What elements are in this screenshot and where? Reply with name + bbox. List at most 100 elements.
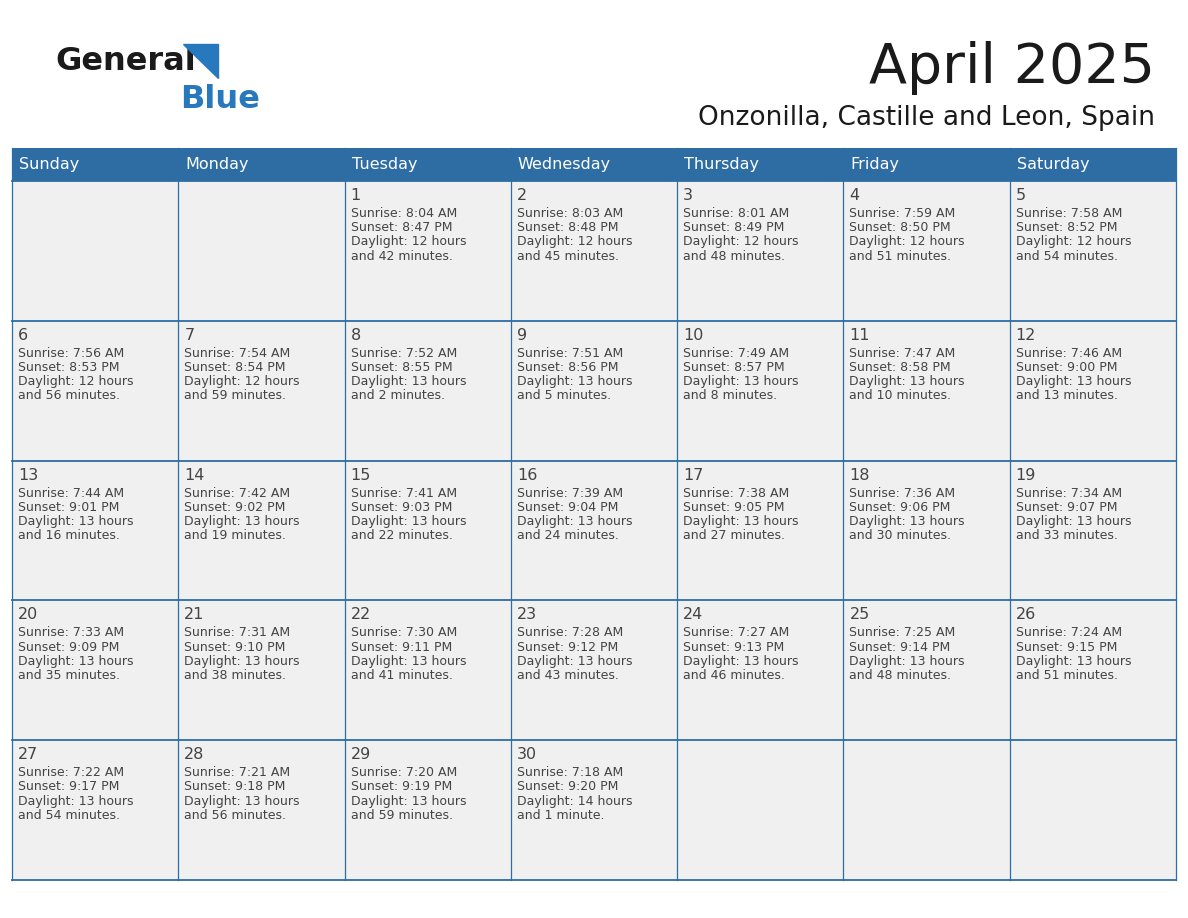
Text: Saturday: Saturday: [1017, 157, 1089, 172]
Text: and 35 minutes.: and 35 minutes.: [18, 669, 120, 682]
Text: Daylight: 13 hours: Daylight: 13 hours: [849, 375, 965, 388]
Text: Daylight: 12 hours: Daylight: 12 hours: [849, 235, 965, 249]
Text: Friday: Friday: [851, 157, 899, 172]
Text: Daylight: 13 hours: Daylight: 13 hours: [1016, 655, 1131, 667]
Text: and 59 minutes.: and 59 minutes.: [184, 389, 286, 402]
Text: Sunrise: 7:28 AM: Sunrise: 7:28 AM: [517, 626, 624, 640]
Text: April 2025: April 2025: [868, 41, 1155, 95]
Text: Daylight: 13 hours: Daylight: 13 hours: [184, 655, 299, 667]
Text: Sunrise: 7:36 AM: Sunrise: 7:36 AM: [849, 487, 955, 499]
Text: and 43 minutes.: and 43 minutes.: [517, 669, 619, 682]
Text: Sunset: 9:00 PM: Sunset: 9:00 PM: [1016, 361, 1117, 374]
Bar: [12, 600, 1176, 740]
Text: 19: 19: [1016, 467, 1036, 483]
Text: Sunset: 8:54 PM: Sunset: 8:54 PM: [184, 361, 286, 374]
Text: Sunset: 9:13 PM: Sunset: 9:13 PM: [683, 641, 784, 654]
Text: Sunset: 8:53 PM: Sunset: 8:53 PM: [18, 361, 120, 374]
Text: and 54 minutes.: and 54 minutes.: [1016, 250, 1118, 263]
Text: 7: 7: [184, 328, 195, 342]
Text: 21: 21: [184, 608, 204, 622]
Text: Sunset: 9:19 PM: Sunset: 9:19 PM: [350, 780, 451, 793]
Text: General: General: [55, 47, 196, 77]
Text: 17: 17: [683, 467, 703, 483]
Text: and 38 minutes.: and 38 minutes.: [184, 669, 286, 682]
Text: Sunset: 9:11 PM: Sunset: 9:11 PM: [350, 641, 451, 654]
Text: and 24 minutes.: and 24 minutes.: [517, 529, 619, 543]
Text: Daylight: 13 hours: Daylight: 13 hours: [18, 515, 133, 528]
Text: and 22 minutes.: and 22 minutes.: [350, 529, 453, 543]
Text: 15: 15: [350, 467, 371, 483]
Text: and 13 minutes.: and 13 minutes.: [1016, 389, 1118, 402]
Text: and 8 minutes.: and 8 minutes.: [683, 389, 777, 402]
Text: Sunrise: 7:25 AM: Sunrise: 7:25 AM: [849, 626, 955, 640]
Text: 4: 4: [849, 188, 860, 203]
Text: Sunrise: 8:03 AM: Sunrise: 8:03 AM: [517, 207, 624, 220]
Text: Sunrise: 7:21 AM: Sunrise: 7:21 AM: [184, 767, 290, 779]
Text: 16: 16: [517, 467, 537, 483]
Text: and 33 minutes.: and 33 minutes.: [1016, 529, 1118, 543]
Text: 20: 20: [18, 608, 38, 622]
Text: Thursday: Thursday: [684, 157, 759, 172]
Text: 24: 24: [683, 608, 703, 622]
Text: Sunrise: 7:46 AM: Sunrise: 7:46 AM: [1016, 347, 1121, 360]
Text: 10: 10: [683, 328, 703, 342]
Text: 13: 13: [18, 467, 38, 483]
Polygon shape: [183, 44, 219, 78]
Text: Sunset: 9:15 PM: Sunset: 9:15 PM: [1016, 641, 1117, 654]
Text: Sunset: 8:57 PM: Sunset: 8:57 PM: [683, 361, 785, 374]
Text: Daylight: 12 hours: Daylight: 12 hours: [350, 235, 466, 249]
Text: Sunset: 9:01 PM: Sunset: 9:01 PM: [18, 501, 119, 514]
Text: Sunset: 8:58 PM: Sunset: 8:58 PM: [849, 361, 952, 374]
Bar: [12, 320, 1176, 461]
Text: Sunrise: 7:18 AM: Sunrise: 7:18 AM: [517, 767, 624, 779]
Text: Sunset: 8:56 PM: Sunset: 8:56 PM: [517, 361, 619, 374]
Text: Sunrise: 7:42 AM: Sunrise: 7:42 AM: [184, 487, 290, 499]
Text: Sunset: 9:05 PM: Sunset: 9:05 PM: [683, 501, 784, 514]
Text: Sunset: 8:49 PM: Sunset: 8:49 PM: [683, 221, 784, 234]
Text: Sunset: 8:48 PM: Sunset: 8:48 PM: [517, 221, 619, 234]
Text: Daylight: 13 hours: Daylight: 13 hours: [517, 655, 632, 667]
Text: Daylight: 13 hours: Daylight: 13 hours: [184, 515, 299, 528]
Text: and 46 minutes.: and 46 minutes.: [683, 669, 785, 682]
Text: 6: 6: [18, 328, 29, 342]
Text: Monday: Monday: [185, 157, 248, 172]
Text: Daylight: 13 hours: Daylight: 13 hours: [683, 375, 798, 388]
Text: Sunrise: 7:49 AM: Sunrise: 7:49 AM: [683, 347, 789, 360]
Text: Daylight: 12 hours: Daylight: 12 hours: [18, 375, 133, 388]
Text: Daylight: 13 hours: Daylight: 13 hours: [849, 515, 965, 528]
Text: 14: 14: [184, 467, 204, 483]
Text: and 30 minutes.: and 30 minutes.: [849, 529, 952, 543]
Text: Daylight: 13 hours: Daylight: 13 hours: [849, 655, 965, 667]
Text: Sunrise: 7:58 AM: Sunrise: 7:58 AM: [1016, 207, 1123, 220]
Text: Sunset: 9:07 PM: Sunset: 9:07 PM: [1016, 501, 1117, 514]
Text: and 48 minutes.: and 48 minutes.: [849, 669, 952, 682]
Text: 28: 28: [184, 747, 204, 762]
Text: Sunrise: 7:31 AM: Sunrise: 7:31 AM: [184, 626, 290, 640]
Text: Daylight: 13 hours: Daylight: 13 hours: [683, 655, 798, 667]
Bar: [12, 148, 1176, 181]
Text: Daylight: 13 hours: Daylight: 13 hours: [350, 515, 466, 528]
Text: Wednesday: Wednesday: [518, 157, 611, 172]
Text: Daylight: 13 hours: Daylight: 13 hours: [350, 795, 466, 808]
Text: Sunset: 9:04 PM: Sunset: 9:04 PM: [517, 501, 618, 514]
Text: Sunday: Sunday: [19, 157, 80, 172]
Text: Sunset: 9:14 PM: Sunset: 9:14 PM: [849, 641, 950, 654]
Text: and 27 minutes.: and 27 minutes.: [683, 529, 785, 543]
Text: and 1 minute.: and 1 minute.: [517, 809, 605, 822]
Text: Sunset: 8:47 PM: Sunset: 8:47 PM: [350, 221, 453, 234]
Text: Sunrise: 7:22 AM: Sunrise: 7:22 AM: [18, 767, 124, 779]
Text: and 51 minutes.: and 51 minutes.: [849, 250, 952, 263]
Text: Sunset: 9:18 PM: Sunset: 9:18 PM: [184, 780, 285, 793]
Text: Daylight: 13 hours: Daylight: 13 hours: [18, 655, 133, 667]
Text: Sunrise: 8:01 AM: Sunrise: 8:01 AM: [683, 207, 789, 220]
Text: Daylight: 13 hours: Daylight: 13 hours: [350, 375, 466, 388]
Text: Daylight: 12 hours: Daylight: 12 hours: [517, 235, 632, 249]
Text: Daylight: 14 hours: Daylight: 14 hours: [517, 795, 632, 808]
Text: Sunrise: 7:38 AM: Sunrise: 7:38 AM: [683, 487, 789, 499]
Text: 25: 25: [849, 608, 870, 622]
Text: Sunrise: 7:39 AM: Sunrise: 7:39 AM: [517, 487, 623, 499]
Text: Daylight: 13 hours: Daylight: 13 hours: [1016, 515, 1131, 528]
Text: Sunset: 9:09 PM: Sunset: 9:09 PM: [18, 641, 119, 654]
Text: Sunset: 9:10 PM: Sunset: 9:10 PM: [184, 641, 285, 654]
Text: Sunrise: 7:54 AM: Sunrise: 7:54 AM: [184, 347, 291, 360]
